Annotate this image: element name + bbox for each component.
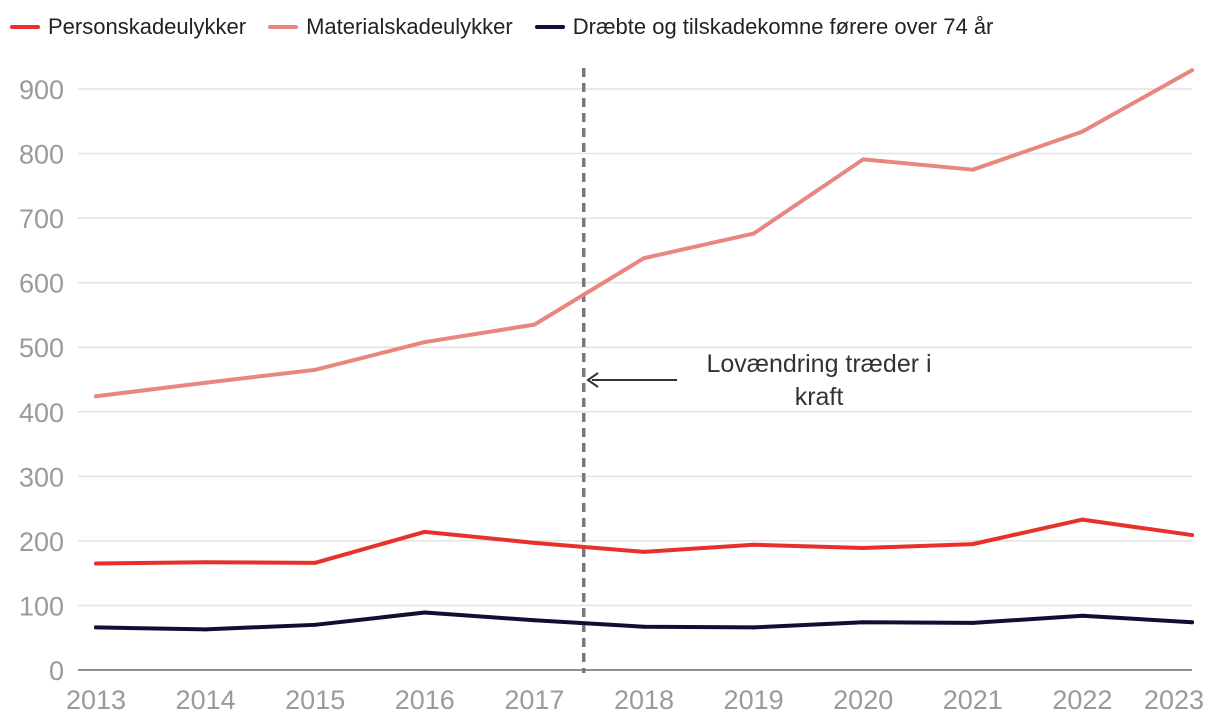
x-tick-label-2013: 2013	[66, 685, 126, 715]
data-point-s2-2022	[1080, 613, 1085, 618]
data-point-s2-2016	[422, 610, 427, 615]
y-tick-label-700: 700	[19, 204, 64, 234]
data-point-s1-2019	[751, 231, 756, 236]
data-point-s2-2021	[970, 620, 975, 625]
data-point-s1-2021	[970, 167, 975, 172]
data-point-s0-2014	[203, 560, 208, 565]
x-tick-label-2017: 2017	[504, 685, 564, 715]
y-tick-label-800: 800	[19, 140, 64, 170]
legend-swatch-materialskadeulykker	[268, 25, 299, 29]
data-point-s0-2018	[642, 549, 646, 554]
data-point-s0-2015	[313, 560, 318, 565]
data-point-s2-2018	[642, 624, 646, 629]
data-point-s2-2015	[313, 622, 318, 627]
legend-item-aeldre-forere: Dræbte og tilskadekomne førere over 74 å…	[534, 14, 994, 40]
x-tick-label-2022: 2022	[1052, 685, 1112, 715]
x-tick-label-2016: 2016	[395, 685, 455, 715]
y-tick-label-300: 300	[19, 462, 64, 492]
gridlines	[78, 88, 1192, 607]
legend-label-aeldre-forere: Dræbte og tilskadekomne førere over 74 å…	[572, 14, 994, 39]
data-point-s1-2014	[203, 380, 208, 385]
series-lines	[94, 68, 1194, 632]
data-point-s0-2019	[751, 542, 756, 547]
y-tick-label-900: 900	[19, 75, 64, 105]
data-point-s2-2013	[94, 625, 98, 630]
data-point-s0-2016	[422, 529, 427, 534]
data-point-s1-2015	[313, 367, 318, 372]
y-tick-label-200: 200	[19, 527, 64, 557]
legend-item-personskadeulykker: Personskadeulykker	[10, 14, 246, 40]
y-tick-label-400: 400	[19, 398, 64, 428]
data-point-s1-2020	[861, 157, 866, 162]
data-point-s1-2016	[422, 340, 427, 345]
legend-swatch-personskadeulykker	[10, 25, 40, 29]
x-tick-label-2018: 2018	[614, 685, 674, 715]
data-point-s2-2023	[1190, 620, 1194, 625]
left-arrow-icon	[586, 372, 599, 388]
x-tick-label-2019: 2019	[724, 685, 784, 715]
data-point-s2-2014	[203, 627, 208, 632]
legend-label-materialskadeulykker: Materialskadeulykker	[306, 14, 513, 39]
annotation-text-line-1: Lovændring træder i	[706, 350, 931, 378]
data-point-s1-2023	[1190, 68, 1194, 73]
data-point-s1-2018	[642, 256, 646, 261]
y-tick-label-100: 100	[19, 591, 64, 621]
data-point-s2-2020	[861, 620, 866, 625]
data-point-s0-2017	[532, 540, 537, 545]
data-point-s1-2017	[532, 322, 537, 327]
x-tick-label-2020: 2020	[833, 685, 893, 715]
data-point-s0-2023	[1190, 533, 1194, 538]
y-tick-label-500: 500	[19, 333, 64, 363]
data-point-s0-2021	[970, 542, 975, 547]
data-point-s1-2013	[94, 394, 98, 399]
annotation-text-line-2: kraft	[795, 383, 844, 411]
legend: Personskadeulykker Materialskadeulykker …	[10, 14, 993, 40]
x-tick-label-2021: 2021	[943, 685, 1003, 715]
data-point-s1-2022	[1080, 129, 1085, 134]
annotation: Lovændring træder i kraft	[586, 350, 932, 411]
y-tick-label-0: 0	[49, 656, 64, 686]
x-tick-label-2014: 2014	[176, 685, 236, 715]
legend-label-personskadeulykker: Personskadeulykker	[48, 14, 247, 39]
data-point-s0-2013	[94, 561, 98, 566]
y-tick-label-600: 600	[19, 269, 64, 299]
data-point-s0-2020	[861, 545, 866, 550]
x-tick-label-2015: 2015	[285, 685, 345, 715]
x-tick-label-2023: 2023	[1144, 685, 1204, 715]
data-point-s2-2019	[751, 625, 756, 630]
axes: 0 100 200 300 400 500 600 700 800 900 2013 2014 2015…	[19, 75, 1204, 715]
legend-item-materialskadeulykker: Materialskadeulykker	[268, 14, 513, 40]
data-point-s0-2022	[1080, 517, 1085, 522]
legend-swatch-aeldre-forere	[534, 25, 565, 29]
data-point-s2-2017	[532, 618, 537, 623]
